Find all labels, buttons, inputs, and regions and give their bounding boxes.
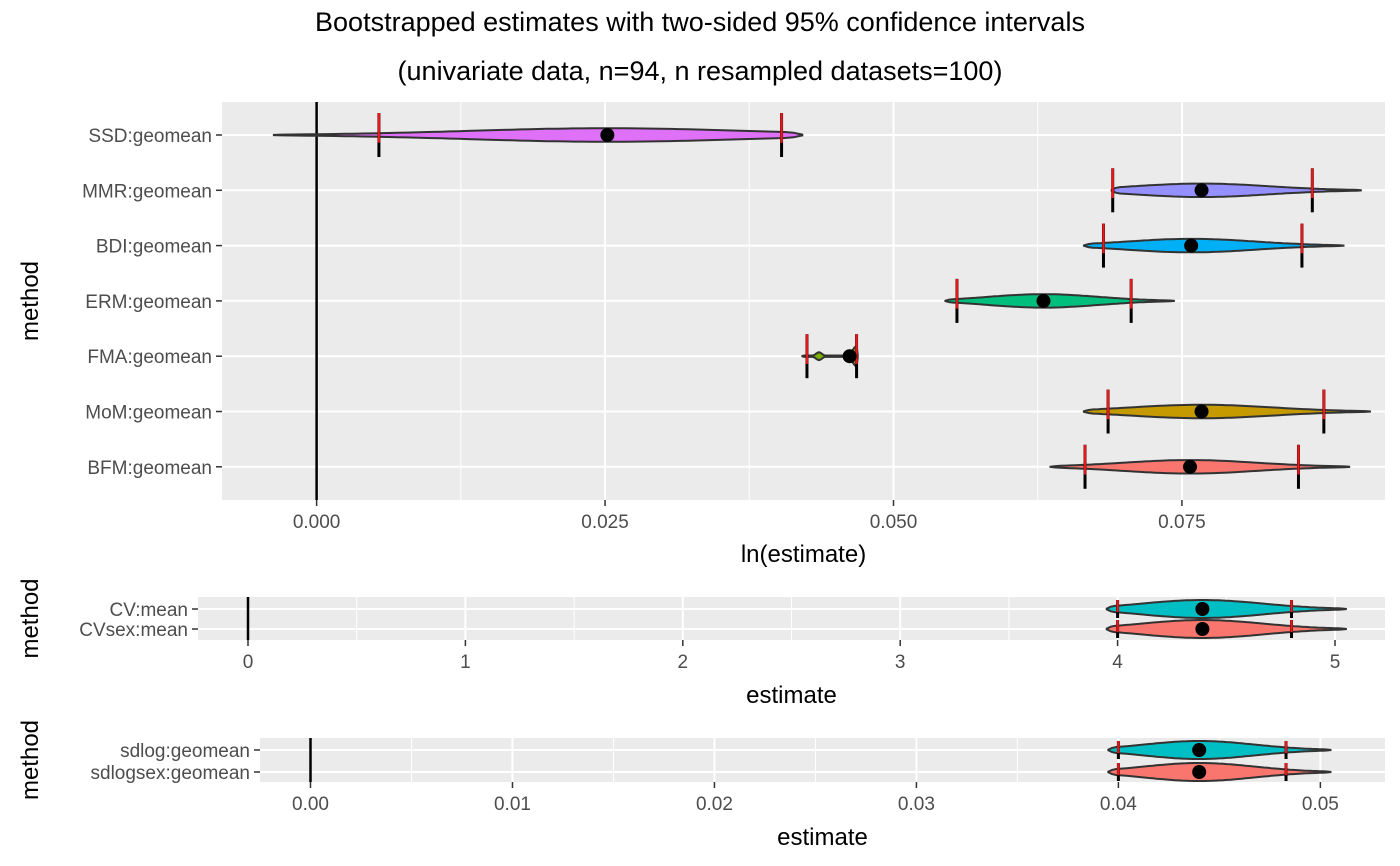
x-tick-label: 0.03: [898, 794, 935, 815]
violin-shape: [944, 293, 1175, 309]
x-axis-title: ln(estimate): [741, 541, 866, 568]
violin-shape: [1105, 619, 1347, 639]
y-tick-label: sdlogsex:geomean: [91, 763, 251, 784]
estimate-point: [1195, 622, 1210, 636]
estimate-point: [1036, 293, 1051, 308]
x-tick-label: 0.02: [696, 794, 733, 815]
y-tick-label: FMA:geomean: [87, 347, 212, 368]
y-tick-label: MMR:geomean: [82, 181, 212, 202]
y-tick-label: CVsex:mean: [79, 620, 188, 641]
x-tick-label: 2: [678, 652, 689, 673]
x-tick-label: 1: [460, 652, 471, 673]
estimate-point: [600, 128, 615, 142]
y-axis-title: method: [17, 578, 44, 658]
violin-shape: [1082, 403, 1371, 420]
x-axis-title: estimate: [746, 682, 837, 709]
x-tick-label: 4: [1112, 652, 1123, 673]
chart-panel-3: 0.00 0.01 0.02 0.03 0.04 0.05 sdlog:geomeansdl…: [17, 720, 1385, 851]
x-tick-label: 3: [895, 652, 906, 673]
y-tick-label: BDI:geomean: [96, 237, 212, 258]
estimate-point: [1183, 459, 1198, 474]
chart-title-line1: Bootstrapped estimates with two-sided 95…: [315, 7, 1085, 37]
x-tick-label: 0.000: [293, 512, 341, 533]
y-tick-label: BFM:geomean: [87, 458, 212, 479]
estimate-point: [1192, 743, 1207, 757]
x-tick-label: 0.075: [1158, 512, 1206, 533]
violin-shape: [1082, 237, 1345, 254]
y-tick-label: ERM:geomean: [85, 292, 212, 313]
estimate-point: [1192, 765, 1207, 779]
y-tick-label: SSD:geomean: [88, 126, 212, 147]
violin-shape: [1105, 599, 1347, 619]
violin-shape: [1110, 182, 1362, 198]
chart-title-line2: (univariate data, n=94, n resampled data…: [398, 56, 1003, 86]
y-tick-label: MoM:geomean: [85, 403, 212, 424]
chart-panel-1: 0.000 0.025 0.050 0.075 SSD:geomean MMR:geome…: [17, 102, 1385, 568]
y-axis-title: method: [17, 720, 44, 800]
x-tick-label: 5: [1330, 652, 1341, 673]
estimate-point: [1195, 602, 1210, 616]
x-tick-label: 0: [243, 652, 254, 673]
x-tick-label: 0.050: [870, 512, 918, 533]
y-axis-title: method: [17, 261, 44, 341]
x-tick-label: 0.05: [1302, 794, 1339, 815]
violin-shape: [272, 127, 804, 143]
y-tick-label: sdlog:geomean: [120, 741, 250, 762]
estimate-point: [1194, 404, 1209, 419]
violin-shape: [1049, 459, 1351, 475]
estimate-point: [1184, 238, 1199, 253]
x-tick-label: 0.00: [292, 794, 329, 815]
estimate-point: [842, 349, 857, 364]
violin-shape: [1107, 740, 1332, 760]
y-tick-label: CV:mean: [110, 600, 189, 621]
x-axis-title: estimate: [777, 824, 868, 851]
violin-shape: [1107, 762, 1332, 782]
estimate-point: [1194, 183, 1209, 198]
x-tick-label: 0.04: [1100, 794, 1137, 815]
x-tick-label: 0.025: [581, 512, 629, 533]
x-tick-label: 0.01: [494, 794, 531, 815]
